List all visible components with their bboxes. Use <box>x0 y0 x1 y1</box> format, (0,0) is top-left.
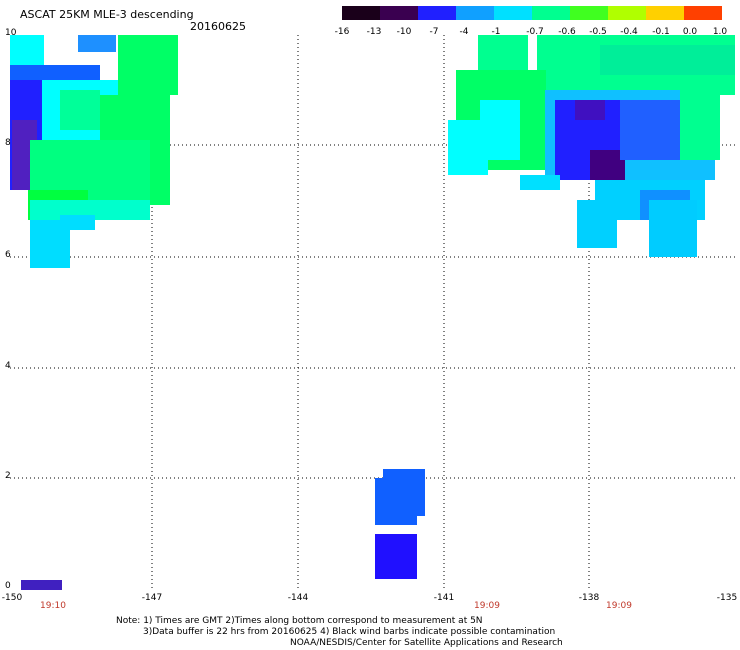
swath-west <box>10 35 178 268</box>
colorbar-segment <box>494 6 532 20</box>
colorbar-label: 0.0 <box>682 27 698 37</box>
x-tick-label: -144 <box>287 593 309 603</box>
colorbar-label: 1.0 <box>712 27 728 37</box>
colorbar-segment <box>532 6 570 20</box>
note-line-2: 3)Data buffer is 22 hrs from 20160625 4)… <box>143 627 556 637</box>
colorbar-segment <box>342 6 380 20</box>
colorbar-segment <box>608 6 646 20</box>
colorbar-label: -1 <box>491 27 501 37</box>
pass-time: 19:10 <box>40 601 66 611</box>
colorbar-label: -4 <box>459 27 469 37</box>
pass-time: 19:09 <box>474 601 500 611</box>
x-tick-label: -141 <box>433 593 455 603</box>
note-line-1: Note: 1) Times are GMT 2)Times along bot… <box>116 616 483 626</box>
colorbar-segment <box>380 6 418 20</box>
colorbar-segment <box>646 6 684 20</box>
y-tick-label: 6 <box>5 250 11 260</box>
chart-title: ASCAT 25KM MLE-3 descending <box>20 8 194 21</box>
x-tick-label: -138 <box>578 593 600 603</box>
y-tick-label: 10 <box>5 28 17 38</box>
swath-central <box>375 469 425 579</box>
colorbar-label: -0.1 <box>652 27 670 37</box>
colorbar-segment <box>418 6 456 20</box>
note-line-3: NOAA/NESDIS/Center for Satellite Applica… <box>290 638 563 648</box>
swath-east <box>448 35 735 257</box>
colorbar-label: -10 <box>396 27 412 37</box>
y-tick-label: 8 <box>5 138 11 148</box>
colorbar-segment <box>570 6 608 20</box>
y-tick-label: 4 <box>5 361 11 371</box>
x-tick-label: -147 <box>141 593 163 603</box>
colorbar-label: -0.4 <box>620 27 638 37</box>
y-tick-label: 2 <box>5 471 11 481</box>
chart-date: 20160625 <box>190 20 246 33</box>
x-tick-label: -150 <box>1 593 23 603</box>
colorbar-label: -7 <box>429 27 439 37</box>
colorbar-segment <box>684 6 722 20</box>
colorbar-label: -0.6 <box>558 27 576 37</box>
pass-marker <box>21 580 62 590</box>
x-tick-label: -135 <box>716 593 738 603</box>
colorbar-label: -0.5 <box>589 27 607 37</box>
colorbar-label: -13 <box>366 27 382 37</box>
colorbar <box>342 6 722 20</box>
colorbar-segment <box>456 6 494 20</box>
pass-time: 19:09 <box>606 601 632 611</box>
y-tick-label: 0 <box>5 581 11 591</box>
colorbar-label: -16 <box>334 27 350 37</box>
colorbar-label: -0.7 <box>526 27 544 37</box>
